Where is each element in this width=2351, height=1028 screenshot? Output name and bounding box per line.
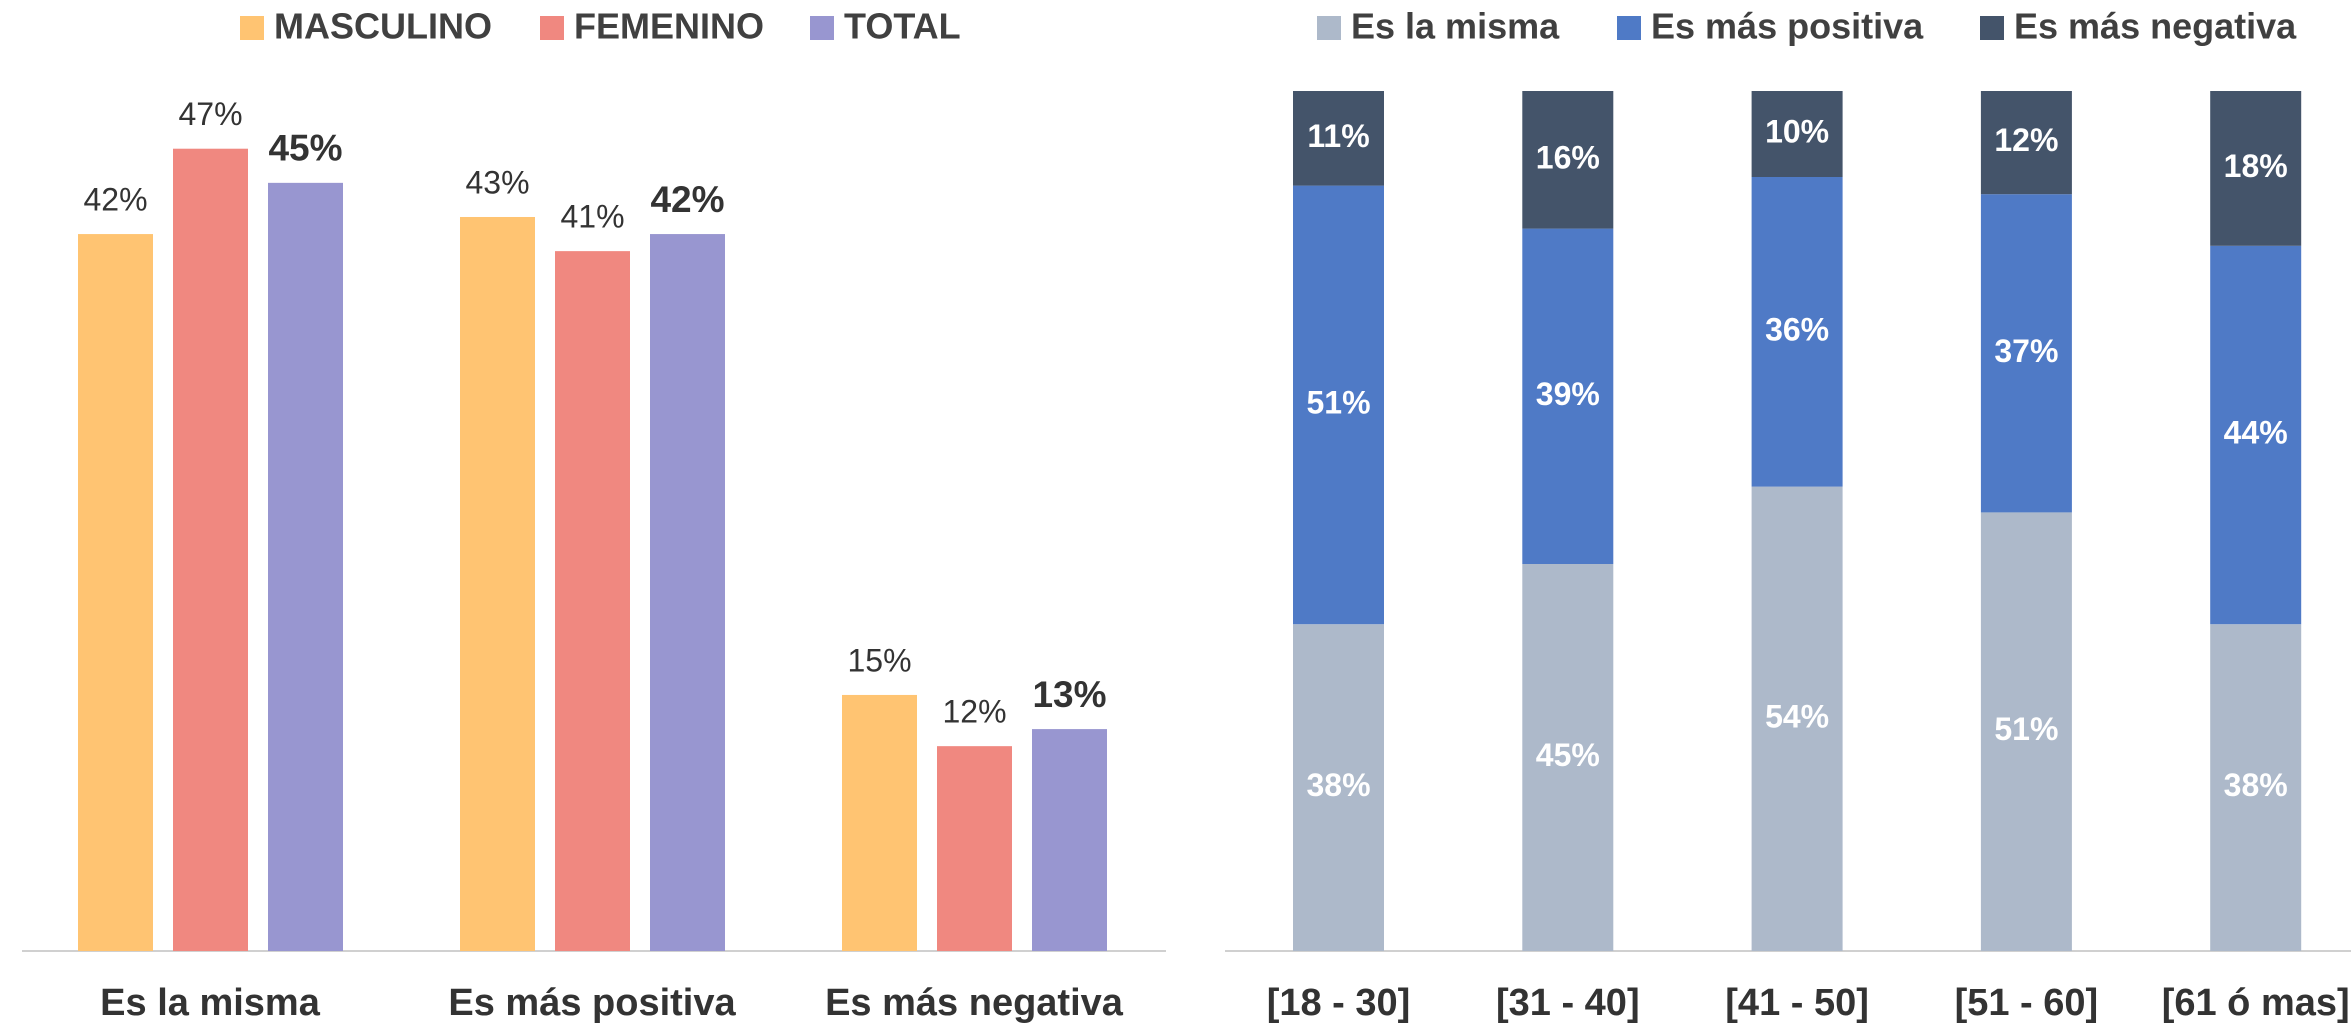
- data-label: 42%: [650, 179, 724, 220]
- data-label: 11%: [1307, 118, 1369, 154]
- legend-swatch: [810, 16, 834, 40]
- bar-segment: [1522, 91, 1614, 229]
- data-label: 13%: [1032, 674, 1106, 715]
- bar-segment: [2210, 624, 2302, 951]
- bar: [650, 234, 725, 951]
- bar: [555, 251, 630, 951]
- data-label: 41%: [560, 199, 624, 235]
- data-label: 43%: [465, 164, 529, 200]
- data-label: 39%: [1536, 376, 1600, 412]
- bar-segment: [1751, 91, 1843, 177]
- bar-segment: [1522, 228, 1614, 564]
- legend-label: TOTAL: [844, 6, 961, 47]
- legend-swatch: [540, 16, 564, 40]
- data-label: 15%: [847, 642, 911, 678]
- bar-segment: [1522, 564, 1614, 951]
- legend-label: Es la misma: [1351, 6, 1560, 47]
- data-label: 45%: [1536, 737, 1600, 773]
- legend-swatch: [1980, 16, 2004, 40]
- x-tick-label: Es más positiva: [448, 982, 736, 1024]
- data-label: 47%: [178, 96, 242, 132]
- x-tick-label: [18 - 30]: [1267, 982, 1411, 1024]
- data-label: 42%: [83, 182, 147, 218]
- data-label: 12%: [1994, 122, 2058, 158]
- bar-segment: [1751, 486, 1843, 951]
- bar: [460, 216, 535, 952]
- legend-label: MASCULINO: [274, 6, 492, 47]
- data-label: 10%: [1765, 113, 1829, 149]
- bar: [937, 746, 1012, 951]
- x-tick-label: Es la misma: [100, 982, 321, 1024]
- data-label: 44%: [2224, 414, 2288, 450]
- bar-segment: [2210, 245, 2302, 625]
- data-label: 18%: [2224, 148, 2288, 184]
- legend-label: FEMENINO: [574, 6, 764, 47]
- bar: [173, 148, 248, 951]
- bar: [1032, 729, 1107, 951]
- bar: [78, 234, 153, 951]
- data-label: 38%: [1306, 767, 1370, 803]
- data-label: 51%: [1994, 711, 2058, 747]
- x-tick-label: [31 - 40]: [1496, 982, 1640, 1024]
- bar-segment: [1980, 512, 2072, 951]
- x-tick-label: Es más negativa: [825, 982, 1124, 1024]
- legend-swatch: [1617, 16, 1641, 40]
- bar-segment: [1751, 177, 1843, 487]
- data-label: 36%: [1765, 311, 1829, 347]
- bar-segment: [1293, 624, 1384, 951]
- legend-label: Es más positiva: [1651, 6, 1924, 47]
- data-label: 45%: [268, 128, 342, 169]
- bar: [268, 182, 343, 952]
- data-label: 51%: [1306, 384, 1370, 420]
- x-tick-label: [51 - 60]: [1955, 982, 2099, 1024]
- data-label: 54%: [1765, 698, 1829, 734]
- legend-swatch: [240, 16, 264, 40]
- bar-segment: [1980, 194, 2072, 513]
- data-label: 16%: [1536, 139, 1600, 175]
- bar: [842, 694, 917, 951]
- legend-label: Es más negativa: [2014, 6, 2297, 47]
- bar-segment: [1293, 185, 1384, 625]
- bar-segment: [1980, 91, 2072, 195]
- data-label: 37%: [1994, 333, 2058, 369]
- data-label: 12%: [942, 694, 1006, 730]
- legend-swatch: [1317, 16, 1341, 40]
- data-label: 38%: [2224, 767, 2288, 803]
- x-tick-label: [61 ó mas]: [2162, 982, 2350, 1024]
- bar-segment: [1293, 91, 1384, 186]
- x-tick-label: [41 - 50]: [1725, 982, 1869, 1024]
- bar-segment: [2210, 91, 2302, 246]
